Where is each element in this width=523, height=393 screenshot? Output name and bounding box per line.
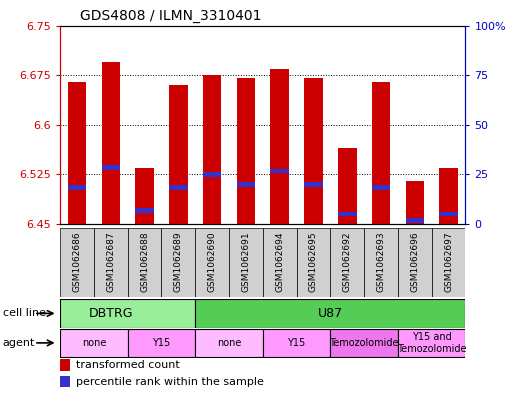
Text: percentile rank within the sample: percentile rank within the sample — [76, 377, 264, 387]
Bar — [439, 212, 458, 217]
Bar — [270, 68, 289, 224]
Bar — [203, 172, 221, 177]
Text: Y15: Y15 — [152, 338, 170, 348]
Bar — [203, 75, 221, 224]
Bar — [439, 168, 458, 224]
Bar — [304, 182, 323, 187]
Text: none: none — [217, 338, 241, 348]
Text: GSM1062695: GSM1062695 — [309, 231, 318, 292]
Text: GSM1062690: GSM1062690 — [208, 231, 217, 292]
Bar — [135, 168, 154, 224]
Text: Y15 and
Temozolomide: Y15 and Temozolomide — [397, 332, 467, 354]
Bar — [236, 182, 255, 187]
Bar — [60, 376, 70, 387]
Bar — [101, 165, 120, 170]
Bar — [372, 82, 390, 224]
Text: GSM1062688: GSM1062688 — [140, 231, 149, 292]
Text: GSM1062693: GSM1062693 — [377, 231, 385, 292]
Text: GSM1062697: GSM1062697 — [444, 231, 453, 292]
Bar — [60, 299, 195, 328]
Bar — [398, 228, 431, 297]
Bar — [331, 228, 364, 297]
Bar — [236, 79, 255, 224]
Bar — [68, 82, 86, 224]
Bar — [364, 228, 398, 297]
Text: GSM1062696: GSM1062696 — [411, 231, 419, 292]
Text: GSM1062686: GSM1062686 — [73, 231, 82, 292]
Bar — [60, 329, 128, 357]
Text: GSM1062692: GSM1062692 — [343, 231, 352, 292]
Bar — [398, 329, 465, 357]
Text: DBTRG: DBTRG — [88, 307, 133, 320]
Text: GSM1062687: GSM1062687 — [106, 231, 115, 292]
Text: GDS4808 / ILMN_3310401: GDS4808 / ILMN_3310401 — [81, 9, 262, 23]
Bar — [169, 85, 188, 224]
Text: U87: U87 — [318, 307, 343, 320]
Bar — [304, 79, 323, 224]
Bar — [195, 329, 263, 357]
Bar — [338, 212, 357, 217]
Bar — [331, 329, 398, 357]
Text: Y15: Y15 — [288, 338, 306, 348]
Bar — [135, 208, 154, 213]
Bar — [60, 359, 70, 371]
Bar — [162, 228, 195, 297]
Text: agent: agent — [3, 338, 35, 348]
Bar — [195, 299, 465, 328]
Bar — [68, 185, 86, 190]
Bar — [169, 185, 188, 190]
Text: Temozolomide: Temozolomide — [329, 338, 399, 348]
Text: cell line: cell line — [3, 309, 46, 318]
Bar — [60, 228, 94, 297]
Bar — [94, 228, 128, 297]
Bar — [229, 228, 263, 297]
Bar — [128, 228, 162, 297]
Bar — [372, 185, 390, 190]
Bar — [297, 228, 331, 297]
Bar — [270, 169, 289, 173]
Bar — [263, 228, 297, 297]
Text: GSM1062689: GSM1062689 — [174, 231, 183, 292]
Text: GSM1062691: GSM1062691 — [242, 231, 251, 292]
Bar — [405, 181, 424, 224]
Bar — [405, 219, 424, 223]
Bar — [195, 228, 229, 297]
Bar — [101, 62, 120, 224]
Text: GSM1062694: GSM1062694 — [275, 231, 284, 292]
Bar — [431, 228, 465, 297]
Text: transformed count: transformed count — [76, 360, 180, 370]
Bar — [338, 148, 357, 224]
Bar — [263, 329, 331, 357]
Bar — [128, 329, 195, 357]
Text: none: none — [82, 338, 106, 348]
